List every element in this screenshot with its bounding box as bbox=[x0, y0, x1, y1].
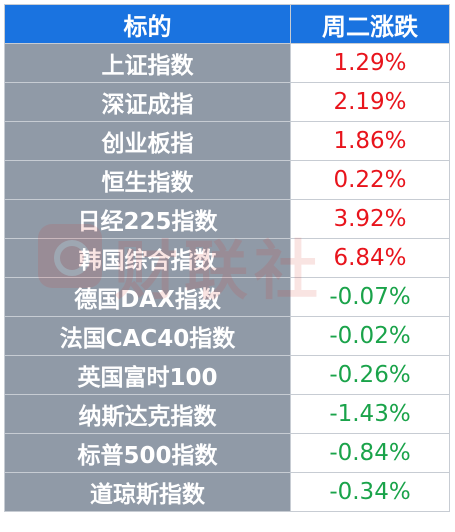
change-value-cell: -0.34% bbox=[290, 472, 450, 512]
table-header-row: 标的 周二涨跌 bbox=[4, 4, 450, 44]
index-name-cell: 英国富时100 bbox=[4, 355, 291, 395]
table-row: 创业板指 1.86% bbox=[4, 121, 450, 161]
table-body: 上证指数 1.29% 深证成指 2.19% 创业板指 1.86% 恒生指数 0.22% 日经22… bbox=[4, 43, 450, 512]
index-name-cell: 上证指数 bbox=[4, 43, 291, 83]
index-name-cell: 深证成指 bbox=[4, 82, 291, 122]
change-value-cell: 6.84% bbox=[290, 238, 450, 278]
change-value-cell: -0.26% bbox=[290, 355, 450, 395]
change-value-cell: 1.86% bbox=[290, 121, 450, 161]
change-value-cell: -0.02% bbox=[290, 316, 450, 356]
table-row: 德国DAX指数 -0.07% bbox=[4, 277, 450, 317]
table-row: 英国富时100 -0.26% bbox=[4, 355, 450, 395]
index-name-cell: 日经225指数 bbox=[4, 199, 291, 239]
table-row: 恒生指数 0.22% bbox=[4, 160, 450, 200]
table-row: 道琼斯指数 -0.34% bbox=[4, 472, 450, 512]
header-tuesday-change: 周二涨跌 bbox=[290, 4, 450, 44]
index-name-cell: 法国CAC40指数 bbox=[4, 316, 291, 356]
table-row: 上证指数 1.29% bbox=[4, 43, 450, 83]
index-name-cell: 纳斯达克指数 bbox=[4, 394, 291, 434]
change-value-cell: -1.43% bbox=[290, 394, 450, 434]
index-name-cell: 道琼斯指数 bbox=[4, 472, 291, 512]
table-row: 标普500指数 -0.84% bbox=[4, 433, 450, 473]
change-value-cell: 2.19% bbox=[290, 82, 450, 122]
change-value-cell: -0.07% bbox=[290, 277, 450, 317]
change-value-cell: 0.22% bbox=[290, 160, 450, 200]
index-name-cell: 韩国综合指数 bbox=[4, 238, 291, 278]
header-index-name: 标的 bbox=[4, 4, 291, 44]
index-name-cell: 恒生指数 bbox=[4, 160, 291, 200]
index-name-cell: 创业板指 bbox=[4, 121, 291, 161]
table-row: 纳斯达克指数 -1.43% bbox=[4, 394, 450, 434]
change-value-cell: -0.84% bbox=[290, 433, 450, 473]
index-change-table: 标的 周二涨跌 上证指数 1.29% 深证成指 2.19% 创业板指 1.86% 恒生指数 0… bbox=[4, 4, 450, 512]
index-name-cell: 德国DAX指数 bbox=[4, 277, 291, 317]
table-row: 日经225指数 3.92% bbox=[4, 199, 450, 239]
change-value-cell: 1.29% bbox=[290, 43, 450, 83]
change-value-cell: 3.92% bbox=[290, 199, 450, 239]
table-row: 深证成指 2.19% bbox=[4, 82, 450, 122]
table-row: 韩国综合指数 6.84% bbox=[4, 238, 450, 278]
table-row: 法国CAC40指数 -0.02% bbox=[4, 316, 450, 356]
index-name-cell: 标普500指数 bbox=[4, 433, 291, 473]
